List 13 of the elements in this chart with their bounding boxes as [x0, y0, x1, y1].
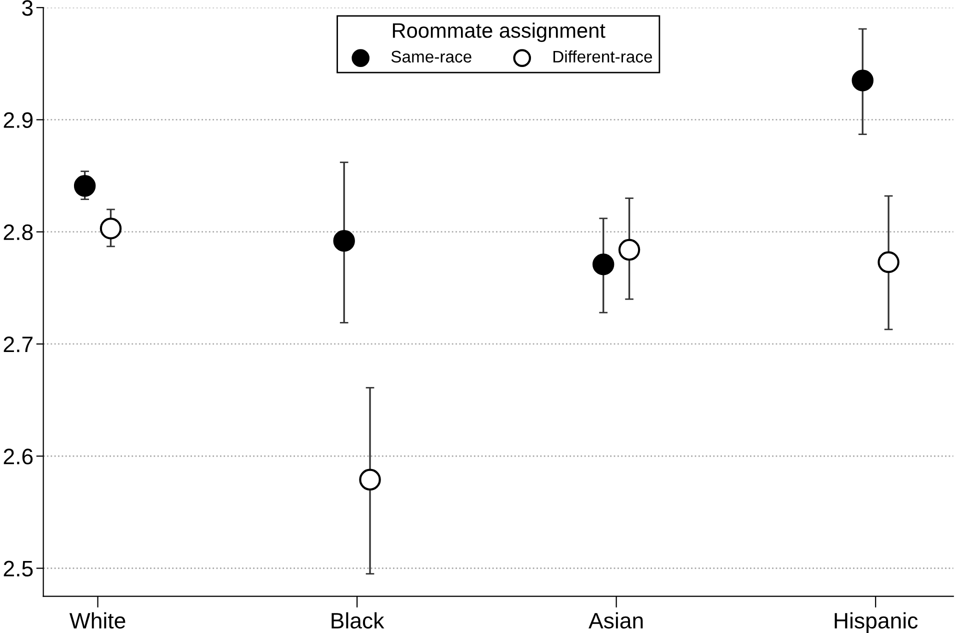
legend-label: Same-race: [391, 50, 472, 63]
x-tick-label: Asian: [588, 612, 643, 629]
legend-title: Roommate assignment: [392, 22, 606, 42]
x-tick-label: Hispanic: [834, 612, 918, 633]
y-tick-label: 2.8: [4, 224, 33, 240]
y-tick-label: 2.7: [4, 336, 32, 352]
y-tick-label: 2.6: [4, 448, 33, 464]
y-tick-label: 3: [22, 0, 33, 16]
y-tick-label: 2.9: [4, 112, 33, 128]
x-tick-label: Black: [332, 612, 384, 629]
x-tick-label: White: [69, 612, 126, 629]
y-tick-label: 2.5: [4, 560, 33, 577]
legend-label: Different-race: [553, 50, 652, 63]
